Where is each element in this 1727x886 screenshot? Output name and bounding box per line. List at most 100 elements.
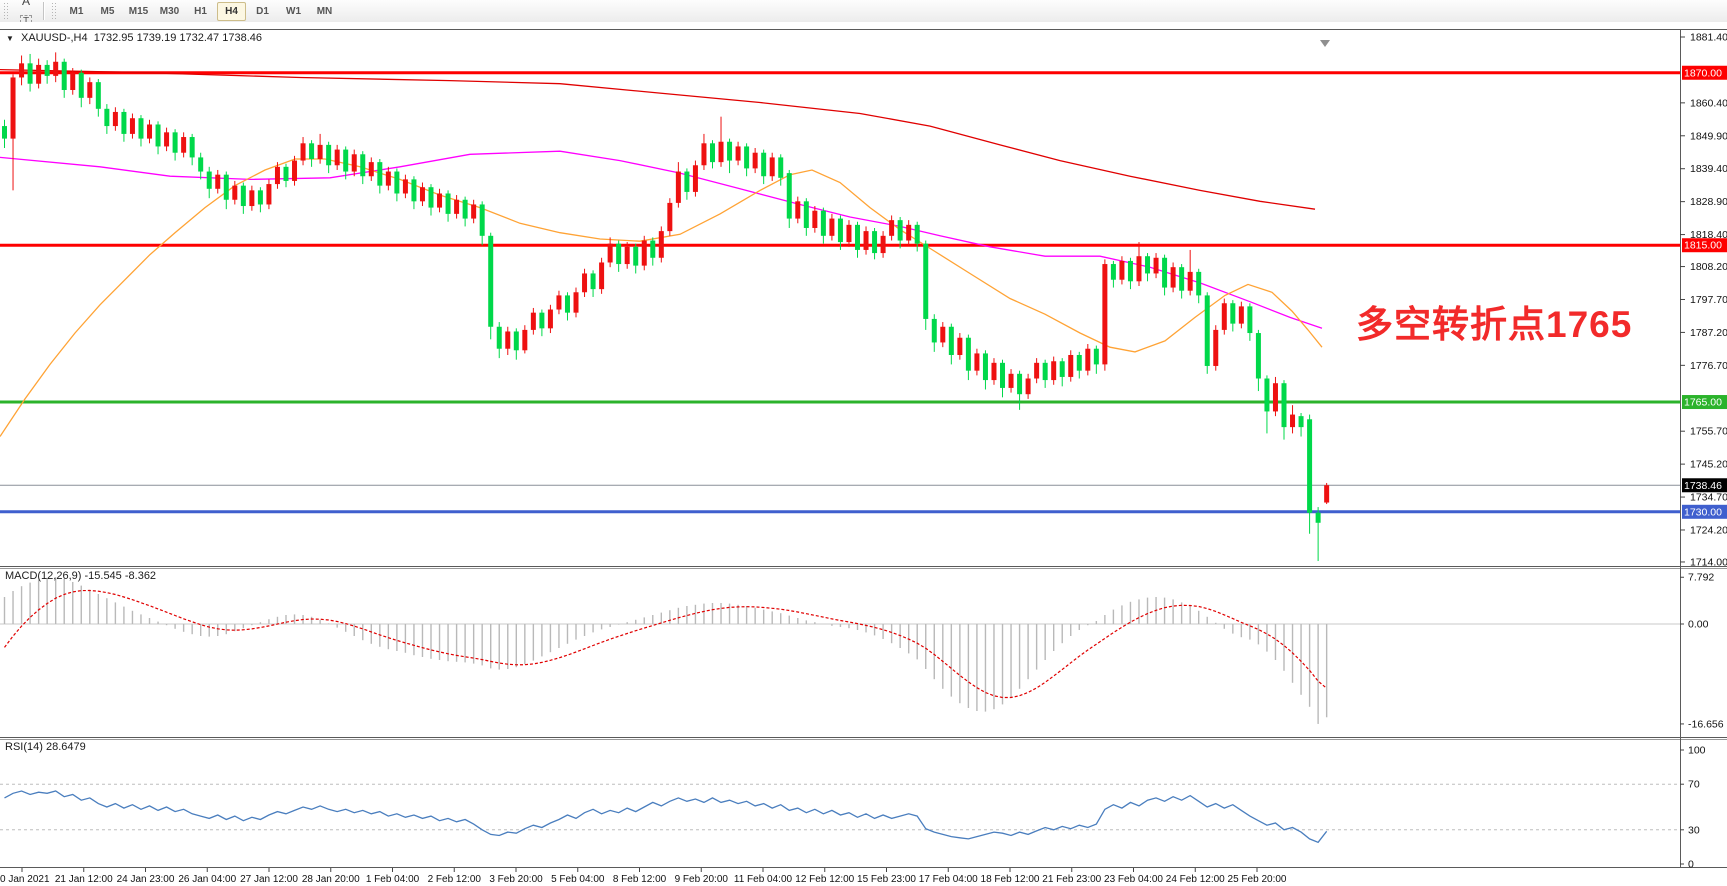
candle — [667, 198, 673, 236]
chart-canvas[interactable]: 1881.40 1860.40 1849.90 1839.40 1828.90 1818.… — [0, 22, 1727, 886]
svg-text:17 Feb 04:00: 17 Feb 04:00 — [919, 874, 978, 885]
svg-text:25 Feb 20:00: 25 Feb 20:00 — [1228, 874, 1287, 885]
chart-shift-marker[interactable] — [1320, 40, 1330, 47]
candle — [1179, 264, 1185, 299]
svg-text:1870.00: 1870.00 — [1684, 67, 1722, 79]
svg-text:11 Feb 04:00: 11 Feb 04:00 — [734, 874, 793, 885]
svg-text:30: 30 — [1688, 824, 1700, 836]
candle — [351, 149, 357, 177]
svg-text:1730.00: 1730.00 — [1684, 506, 1722, 518]
candle — [10, 74, 16, 191]
candle — [1307, 414, 1313, 534]
candle — [616, 240, 622, 272]
horizontal-level-lines — [0, 71, 1680, 514]
candle — [87, 77, 93, 105]
timeframe-button-h4[interactable]: H4 — [217, 1, 246, 21]
candle — [675, 162, 681, 208]
candle — [1162, 254, 1168, 296]
candle — [897, 217, 903, 249]
candle — [215, 169, 221, 194]
timeframe-button-d1[interactable]: D1 — [256, 5, 269, 17]
svg-text:18 Feb 12:00: 18 Feb 12:00 — [981, 874, 1040, 885]
candle — [744, 143, 750, 177]
candle — [957, 333, 963, 360]
candle — [27, 53, 33, 92]
candle — [1042, 359, 1048, 388]
candle — [547, 304, 553, 334]
toolbar-grip-2[interactable] — [51, 2, 58, 20]
candle — [727, 138, 733, 174]
candle — [198, 152, 204, 180]
font-icon[interactable]: A — [21, 0, 30, 8]
timeframe-button-m30[interactable]: M30 — [159, 5, 180, 17]
candle — [147, 119, 153, 144]
candle — [471, 199, 477, 224]
candle — [249, 185, 255, 211]
svg-text:100: 100 — [1688, 745, 1706, 757]
candle — [129, 113, 135, 139]
rsi-panel: 100 70 30 0 — [0, 745, 1706, 871]
candle — [164, 127, 170, 152]
candle — [778, 154, 784, 186]
candle — [53, 52, 59, 83]
candle — [752, 148, 758, 174]
svg-text:1787.20: 1787.20 — [1690, 327, 1727, 339]
toolbar-separator — [43, 2, 44, 20]
price-badge-1765.00 — [1682, 395, 1727, 410]
candle — [855, 221, 860, 258]
ohlc-open: 1732.95 — [93, 32, 134, 44]
candle — [1264, 375, 1270, 434]
svg-text:2 Feb 12:00: 2 Feb 12:00 — [428, 874, 482, 885]
svg-text:5 Feb 04:00: 5 Feb 04:00 — [551, 874, 605, 885]
svg-text:1818.40: 1818.40 — [1690, 229, 1727, 241]
candle — [368, 157, 374, 181]
price-axis[interactable]: 1881.40 1860.40 1849.90 1839.40 1828.90 1818.… — [1680, 32, 1727, 569]
candle — [1290, 405, 1296, 434]
rsi-indicator-label: RSI(14) 28.6479 — [5, 741, 86, 753]
timeframe-button-m1[interactable]: M1 — [69, 5, 84, 17]
svg-text:0.00: 0.00 — [1688, 619, 1709, 631]
candle — [718, 116, 724, 167]
candle — [1153, 253, 1159, 279]
candlestick-series — [2, 52, 1330, 562]
chart-shift-marker-icon[interactable] — [1320, 40, 1330, 47]
candle — [590, 270, 596, 297]
candle — [334, 144, 340, 170]
candle — [1204, 292, 1210, 374]
candle — [1068, 350, 1074, 382]
candle — [1136, 242, 1142, 286]
candle — [735, 141, 741, 166]
timeframe-button-w1[interactable]: W1 — [286, 5, 301, 17]
candle — [257, 187, 263, 213]
candle — [223, 171, 229, 210]
candle — [70, 68, 76, 95]
candle — [104, 104, 110, 134]
candle — [1034, 358, 1040, 384]
svg-text:15 Feb 23:00: 15 Feb 23:00 — [857, 874, 916, 885]
candle — [1324, 482, 1330, 505]
candle — [1187, 249, 1193, 296]
candle — [360, 151, 366, 185]
svg-text:1828.90: 1828.90 — [1690, 196, 1727, 208]
price-badge-1870.00 — [1682, 65, 1727, 80]
candle — [522, 325, 528, 354]
candle — [812, 206, 818, 233]
toolbar-grip[interactable] — [3, 2, 10, 20]
timeframe-button-m5[interactable]: M5 — [100, 5, 115, 17]
candle — [556, 290, 562, 315]
ma-red — [0, 68, 1316, 210]
chart-area[interactable]: 1881.40 1860.40 1849.90 1839.40 1828.90 1818.… — [0, 22, 1727, 886]
svg-text:1714.00: 1714.00 — [1690, 556, 1727, 568]
svg-text:1745.20: 1745.20 — [1690, 459, 1727, 471]
candle — [326, 141, 332, 174]
candle — [2, 119, 7, 149]
candle — [906, 220, 912, 246]
candle — [1170, 262, 1176, 293]
timeframe-button-m15[interactable]: M15 — [128, 5, 149, 17]
timeframe-button-h1[interactable]: H1 — [194, 5, 207, 17]
collapse-triangle-icon[interactable]: ▼ — [6, 34, 14, 43]
candle — [44, 60, 50, 84]
timeframe-button-mn[interactable]: MN — [316, 5, 333, 17]
candle — [112, 107, 118, 131]
